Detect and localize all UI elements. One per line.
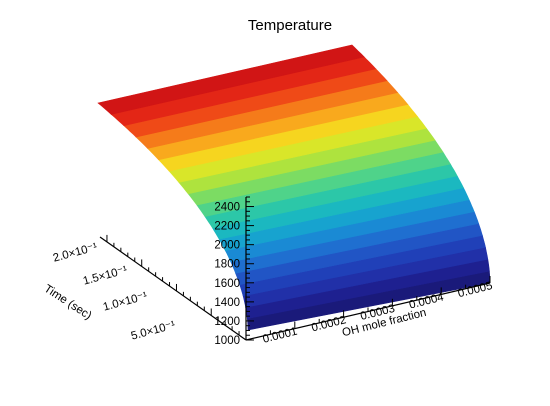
surface-bands — [97, 44, 491, 331]
z-tick-label: 2200 — [214, 221, 240, 233]
z-tick-label: 1400 — [214, 297, 240, 309]
z-tick-label: 2000 — [214, 240, 240, 252]
z-tick-label: 1600 — [214, 278, 240, 290]
y-tick-label: 1.5×10⁻¹ — [82, 264, 129, 287]
y-axis-line — [99, 236, 247, 341]
y-axis-label: Time (sec) — [42, 283, 94, 323]
y-tick-label: 1.0×10⁻¹ — [102, 290, 149, 313]
surface-band — [97, 44, 365, 115]
chart-title: Temperature — [248, 17, 332, 34]
z-tick-label: 1200 — [214, 316, 240, 328]
z-tick-label: 1800 — [214, 259, 240, 271]
y-tick-label: 5.0×10⁻¹ — [130, 319, 177, 342]
z-axis: 1000 1200 1400 1600 1800 2000 2200 2400 — [214, 196, 254, 347]
z-tick-label: 2400 — [214, 202, 240, 214]
x-tick-label: 0.0001 — [262, 326, 299, 346]
y-tick-label: 2.0×10⁻¹ — [52, 241, 99, 264]
z-tick-label: 1000 — [214, 335, 240, 347]
